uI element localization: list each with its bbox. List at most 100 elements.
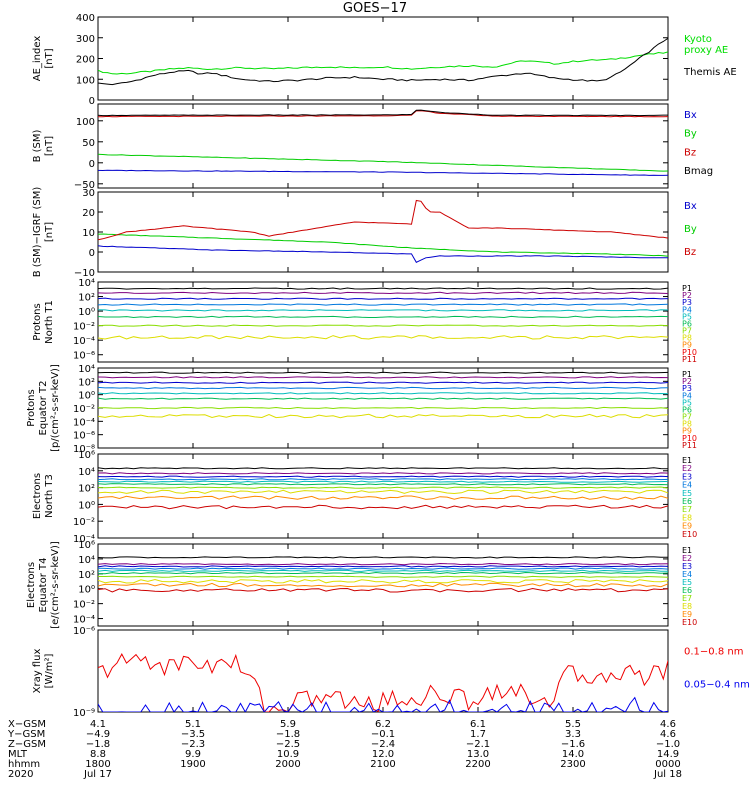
- series-line-bx: [98, 169, 668, 176]
- series-line-0-05-0-4-nm: [98, 696, 668, 712]
- channel-line-e7: [98, 486, 668, 489]
- channel-line-e5: [98, 569, 668, 572]
- y-tick-label: 0: [89, 96, 95, 107]
- y-tick-label: 10²: [78, 293, 95, 304]
- series-line-bx: [98, 245, 668, 263]
- panel-electrons-t4: 10⁶ 10⁴ 10² 10⁰ 10⁻² 10⁻⁴ Electrons Equator T4[…: [26, 540, 697, 629]
- tick-value-mlt: 10.9: [277, 749, 299, 760]
- tick-value-mlt: 12.0: [372, 749, 394, 760]
- y-axis-label: North T1: [44, 300, 55, 344]
- legend-entry: E6: [682, 586, 692, 595]
- y-tick-label: 10⁻²: [73, 404, 95, 415]
- legend-entry: E7: [682, 505, 692, 514]
- y-tick-label: 0: [89, 248, 95, 259]
- channel-line-e4: [98, 478, 668, 481]
- y-tick-label: 10⁻⁴: [73, 615, 95, 626]
- y-axis-label: Electrons: [26, 562, 37, 608]
- tick-value-xgsm: 4.6: [660, 719, 676, 730]
- y-tick-label: 10⁶: [78, 450, 95, 461]
- row-label-time: hhmm: [8, 759, 40, 770]
- tick-value-zgsm: −2.3: [181, 739, 205, 750]
- tick-value-mlt: 8.8: [90, 749, 106, 760]
- y-tick-label: 10: [82, 228, 95, 239]
- series-line-bz: [98, 199, 668, 241]
- y-axis-label: B (SM): [32, 129, 43, 162]
- legend-entry: P2: [682, 291, 692, 300]
- y-axis-label: Protons: [32, 303, 43, 340]
- tick-value-mlt: 13.0: [467, 749, 489, 760]
- tick-value-ygsm: −1.8: [276, 729, 300, 740]
- tick-value-time: 2200: [465, 759, 490, 770]
- channel-line-p1: [98, 287, 668, 290]
- tick-value-ygsm: 1.7: [470, 729, 486, 740]
- tick-value-ygsm: −0.1: [371, 729, 395, 740]
- y-tick-label: 10⁰: [78, 307, 95, 318]
- y-axis-label: Equator T4: [38, 558, 49, 613]
- legend-entry: E8: [682, 513, 692, 522]
- legend-entry: E5: [682, 489, 692, 498]
- tick-value-zgsm: −1.6: [561, 739, 585, 750]
- tick-value-time: 2000: [275, 759, 300, 770]
- y-axis-label: [nT]: [44, 222, 55, 242]
- panel-protons-t1: 10⁴ 10² 10⁰ 10⁻² 10⁻⁴ 10⁻⁶ Protons North T1 P1P2…: [32, 278, 697, 364]
- legend-entry: E9: [682, 610, 692, 619]
- y-tick-label: 100: [76, 75, 95, 86]
- legend-entry: P9: [682, 341, 692, 350]
- legend-entry: E1: [682, 546, 692, 555]
- y-tick-label: 10⁴: [78, 467, 95, 478]
- tick-value-xgsm: 6.2: [375, 719, 391, 730]
- y-axis-label: North T3: [44, 474, 55, 518]
- channel-line-e8: [98, 489, 668, 495]
- tick-value-xgsm: 4.1: [90, 719, 106, 730]
- tick-value-ygsm: 4.6: [660, 729, 676, 740]
- legend-entry: Kyoto: [684, 34, 712, 45]
- panel-frame: [97, 191, 669, 273]
- channel-line-p1: [98, 371, 668, 374]
- y-tick-label: 10⁰: [78, 585, 95, 596]
- y-tick-label: 10⁻⁶: [73, 626, 95, 637]
- panel-frame: [97, 629, 669, 713]
- tick-value-zgsm: −2.1: [466, 739, 490, 750]
- y-tick-label: 10²: [78, 570, 95, 581]
- channel-line-p3: [98, 297, 668, 300]
- channel-line-e3: [98, 565, 668, 568]
- date-label: Jul 18: [653, 769, 682, 780]
- channel-line-e10: [98, 504, 668, 510]
- page-title: GOES−17: [342, 1, 408, 16]
- tick-value-time: 1900: [180, 759, 205, 770]
- legend-entry: By: [684, 224, 697, 235]
- legend-entry: E6: [682, 497, 692, 506]
- legend-entry: E10: [682, 530, 697, 539]
- channel-line-p6: [98, 397, 668, 400]
- tick-value-zgsm: −1.8: [86, 739, 110, 750]
- row-label-zgsm: Z−GSM: [8, 739, 46, 750]
- channel-line-e4: [98, 567, 668, 570]
- row-label-ygsm: Y−GSM: [7, 729, 45, 740]
- tick-value-time: 1800: [85, 759, 110, 770]
- legend-entry: P5: [682, 312, 692, 321]
- legend-entry: E1: [682, 456, 692, 465]
- tick-value-mlt: 14.9: [657, 749, 679, 760]
- date-label: Jul 17: [83, 769, 112, 780]
- channel-line-p3: [98, 381, 668, 384]
- legend-entry: E5: [682, 578, 692, 587]
- y-tick-label: 10⁴: [78, 364, 95, 375]
- channel-line-p5: [98, 392, 668, 395]
- legend-entry: E7: [682, 594, 692, 603]
- series-line-bmag: [98, 109, 668, 117]
- y-tick-label: 20: [82, 208, 95, 219]
- legend-entry: P1: [682, 370, 692, 379]
- legend-entry: P7: [682, 327, 692, 336]
- channel-line-p4: [98, 303, 668, 306]
- y-tick-label: 200: [76, 55, 95, 66]
- channel-line-e5: [98, 480, 668, 483]
- legend-entry: P1: [682, 284, 692, 293]
- y-tick-label: 10⁻⁴: [73, 534, 95, 545]
- legend-entry: 0.1−0.8 nm: [684, 647, 743, 658]
- tick-value-zgsm: −2.5: [276, 739, 300, 750]
- legend-entry: Themis AE: [683, 67, 737, 78]
- tick-value-zgsm: −2.4: [371, 739, 395, 750]
